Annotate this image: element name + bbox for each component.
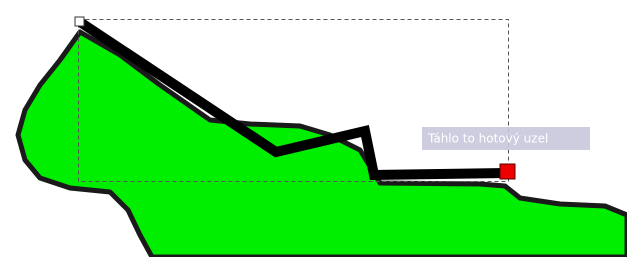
canvas: Táhlo to hotový uzel — [0, 0, 627, 257]
start-node[interactable] — [75, 17, 84, 26]
end-node[interactable] — [500, 164, 515, 179]
tooltip-text: Táhlo to hotový uzel — [427, 132, 548, 146]
tooltip: Táhlo to hotový uzel — [422, 127, 590, 150]
page: Táhlo to hotový uzel (() => { const data… — [0, 0, 627, 257]
